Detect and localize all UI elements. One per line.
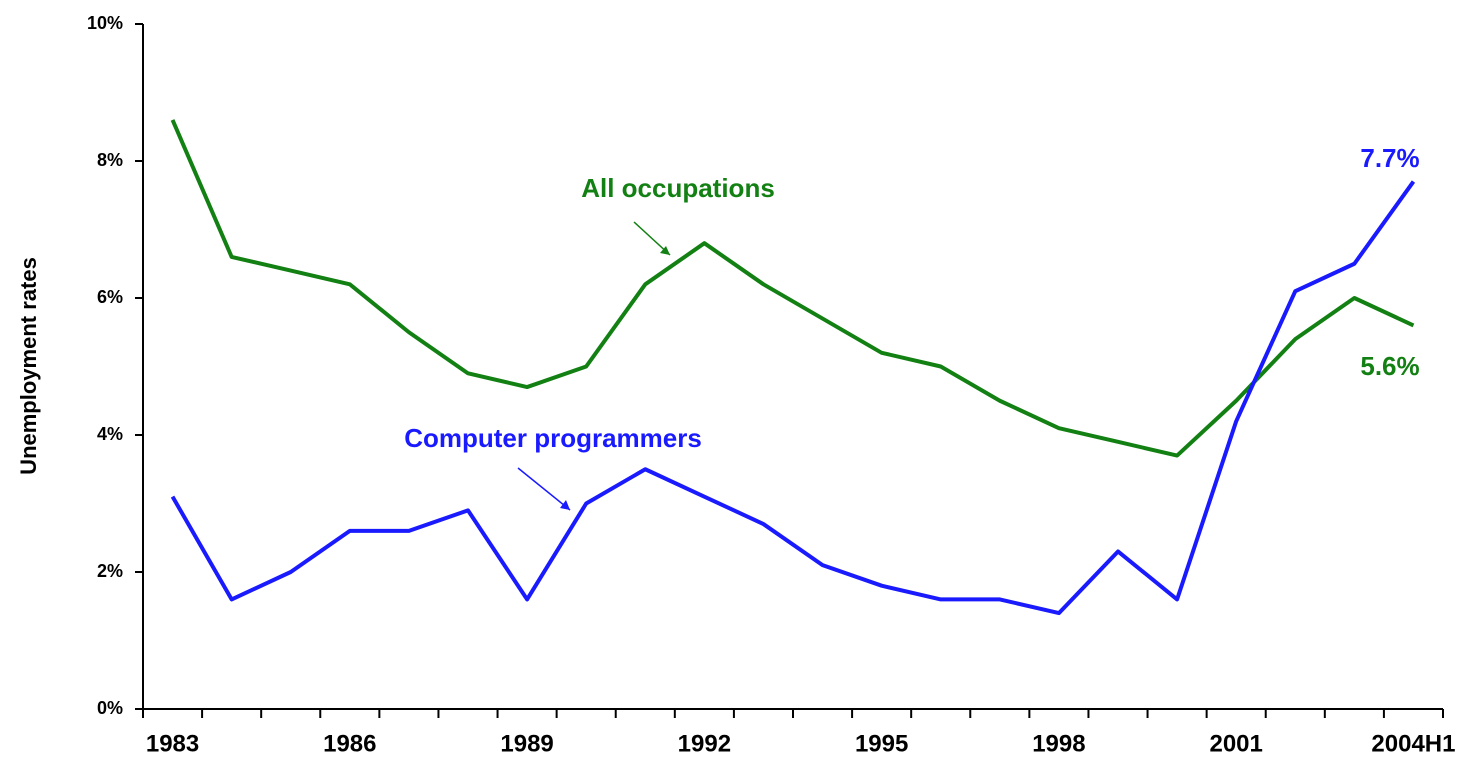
x-tick-label: 2004H1	[1371, 730, 1455, 757]
series-name: All occupations	[581, 173, 775, 203]
y-tick-label: 0%	[97, 698, 123, 718]
x-tick-label: 1992	[678, 730, 731, 757]
y-axis-label: Unemployment rates	[16, 257, 41, 475]
x-tick-label: 1983	[146, 730, 199, 757]
series-name: Computer programmers	[404, 423, 702, 453]
series-line	[170, 180, 1416, 616]
annotation-arrowhead	[560, 500, 570, 510]
annotation-arrow	[517, 467, 571, 511]
x-tick-label: 1998	[1032, 730, 1085, 757]
annotation-arrowhead	[660, 246, 670, 255]
y-tick-label: 6%	[97, 287, 123, 307]
x-tick-label: 1989	[500, 730, 553, 757]
x-tick-label: 2001	[1209, 730, 1262, 757]
series-line	[170, 119, 1415, 458]
y-tick-label: 10%	[87, 13, 123, 33]
y-tick-label: 8%	[97, 150, 123, 170]
data-label: 5.6%	[1360, 351, 1419, 381]
x-tick-label: 1995	[855, 730, 908, 757]
y-tick-label: 2%	[97, 561, 123, 581]
y-tick-label: 4%	[97, 424, 123, 444]
data-label: 7.7%	[1360, 143, 1419, 173]
x-tick-label: 1986	[323, 730, 376, 757]
